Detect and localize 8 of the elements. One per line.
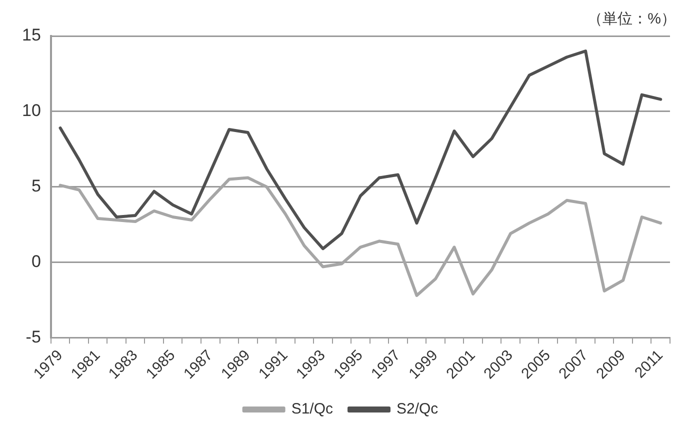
legend-label: S2/Qc xyxy=(396,400,439,418)
legend-label: S1/Qc xyxy=(291,400,334,418)
y-tick-label: 10 xyxy=(22,101,41,120)
text: （単位：%） xyxy=(588,10,676,28)
y-tick-label: -5 xyxy=(26,327,41,346)
y-tick-label: 5 xyxy=(31,176,41,196)
y-tick-label: 15 xyxy=(22,26,41,45)
y-tick-label: 0 xyxy=(31,252,41,271)
